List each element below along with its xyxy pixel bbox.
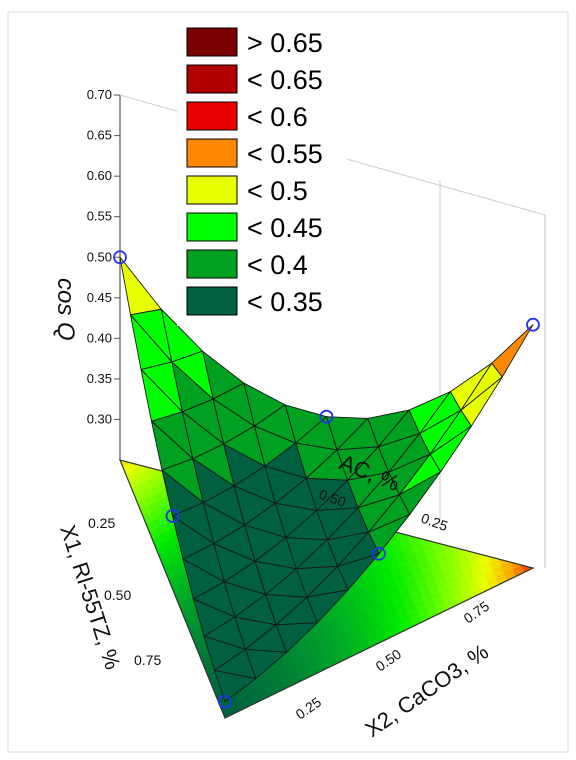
x1-tick-label: 0.25 xyxy=(88,515,115,531)
legend-label: < 0.6 xyxy=(247,102,308,132)
z-axis-ticks: 0.70 0.65 0.60 0.55 0.50 0.45 0.40 0.35 0.30 xyxy=(87,87,120,426)
design-point-marker xyxy=(372,546,386,561)
response-surface xyxy=(119,256,534,703)
z-tick-label: 0.35 xyxy=(87,371,112,386)
legend-label: < 0.65 xyxy=(247,65,323,95)
legend-label: < 0.35 xyxy=(247,287,323,317)
z-axis-label: cos Q xyxy=(52,278,79,341)
x1-tick-label: 0.50 xyxy=(104,587,131,603)
z-tick-label: 0.70 xyxy=(87,87,112,102)
legend-swatch xyxy=(186,175,238,205)
design-point-marker xyxy=(165,509,180,523)
z-tick-label: 0.30 xyxy=(87,411,112,426)
z-tick-label: 0.55 xyxy=(87,209,112,224)
legend-label: < 0.55 xyxy=(247,139,323,169)
design-point-marker xyxy=(319,409,334,424)
legend-swatch xyxy=(186,101,238,131)
surface-cell xyxy=(214,670,257,703)
legend-label: < 0.5 xyxy=(247,176,308,206)
design-point-marker xyxy=(526,317,540,332)
legend-swatch xyxy=(186,27,238,57)
legend-swatch xyxy=(186,138,238,168)
z-tick-label: 0.45 xyxy=(87,290,112,305)
legend-label: < 0.4 xyxy=(247,250,308,280)
legend: > 0.65 < 0.65 < 0.6 < 0.55 < 0.5 < 0.45 < 0.4 <… xyxy=(177,20,347,326)
z-tick-label: 0.40 xyxy=(87,330,112,345)
design-points xyxy=(113,250,540,709)
design-point-marker xyxy=(218,694,232,709)
legend-swatch xyxy=(186,286,238,316)
z-tick-label: 0.65 xyxy=(87,128,112,143)
legend-label: < 0.45 xyxy=(247,213,323,243)
legend-label: > 0.65 xyxy=(247,28,323,58)
legend-swatch xyxy=(186,249,238,279)
z-tick-label: 0.60 xyxy=(87,168,112,183)
z-tick-label: 0.50 xyxy=(87,249,112,264)
x1-tick-label: 0.75 xyxy=(134,652,161,668)
legend-swatch xyxy=(186,212,238,242)
legend-swatch xyxy=(186,64,238,94)
